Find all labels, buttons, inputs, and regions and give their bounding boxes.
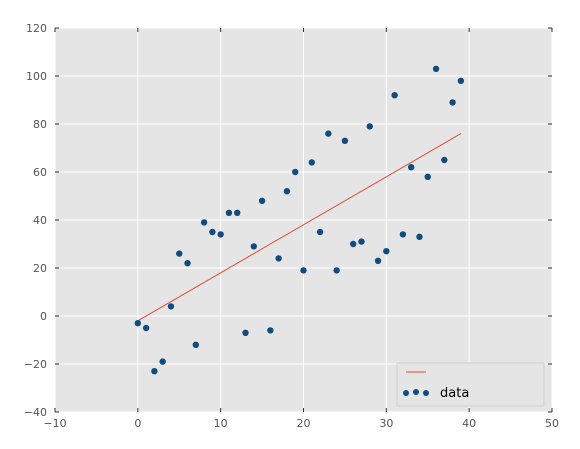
x-tick-label: −10: [43, 417, 66, 430]
data-point: [341, 137, 349, 144]
data-point: [159, 358, 166, 365]
data-point: [275, 255, 282, 262]
data-point: [234, 209, 241, 216]
data-point: [350, 240, 357, 248]
data-point: [217, 231, 224, 238]
data-point: [407, 164, 415, 171]
data-point: [176, 250, 183, 257]
y-tick-label: 20: [33, 262, 47, 275]
x-tick-label: 10: [214, 417, 228, 430]
tick-labels: −10 0 10 20 30 40 50 −40 −20 0 20 40 60 80 100 120: [24, 22, 559, 430]
data-point: [308, 159, 315, 166]
y-tick-label: −40: [24, 406, 47, 419]
data-point: [399, 231, 407, 238]
data-point: [358, 238, 365, 245]
x-tick-label: 40: [462, 417, 476, 430]
legend-data-label: data: [440, 386, 469, 401]
x-tick-label: 20: [297, 417, 311, 430]
data-point: [416, 233, 423, 240]
data-point: [432, 65, 440, 73]
data-point: [200, 219, 208, 226]
data-point: [383, 248, 390, 255]
data-point: [209, 228, 216, 236]
data-point: [441, 156, 448, 164]
tick-marks: [54, 27, 553, 413]
data-point: [333, 267, 340, 274]
x-tick-label: 50: [545, 417, 559, 430]
y-tick-label: 0: [40, 310, 47, 323]
data-point: [316, 228, 324, 236]
legend-point-swatch-3: [423, 390, 429, 396]
data-point: [134, 320, 142, 327]
data-point: [142, 324, 150, 332]
legend-point-swatch-1: [403, 390, 409, 396]
legend-box: [396, 362, 545, 407]
series-layer: [134, 65, 465, 375]
data-point: [267, 327, 274, 334]
data-point: [391, 92, 398, 99]
y-tick-label: 40: [33, 214, 47, 227]
data-point: [374, 257, 382, 264]
y-tick-label: 120: [26, 22, 47, 35]
data-point: [449, 99, 456, 106]
data-point: [184, 260, 191, 267]
data-point: [292, 168, 299, 176]
data-point: [283, 188, 291, 195]
data-point: [457, 77, 465, 85]
data-point: [151, 368, 158, 375]
data-point: [424, 173, 431, 180]
y-tick-label: 100: [26, 70, 47, 83]
y-tick-label: 80: [33, 118, 47, 131]
data-point: [242, 329, 249, 336]
data-point: [167, 303, 175, 310]
data-point: [225, 209, 233, 216]
data-point: [366, 123, 373, 130]
data-point: [325, 130, 332, 137]
data-point: [258, 197, 266, 204]
legend-point-swatch-2: [413, 389, 419, 395]
x-tick-label: 30: [379, 417, 393, 430]
data-point: [300, 267, 307, 274]
x-tick-label: 0: [134, 417, 141, 430]
data-point: [192, 341, 200, 348]
legend: data: [396, 362, 545, 407]
y-tick-label: −20: [24, 358, 47, 371]
y-tick-label: 60: [33, 166, 47, 179]
fit-line: [137, 133, 462, 322]
data-point: [250, 243, 257, 250]
